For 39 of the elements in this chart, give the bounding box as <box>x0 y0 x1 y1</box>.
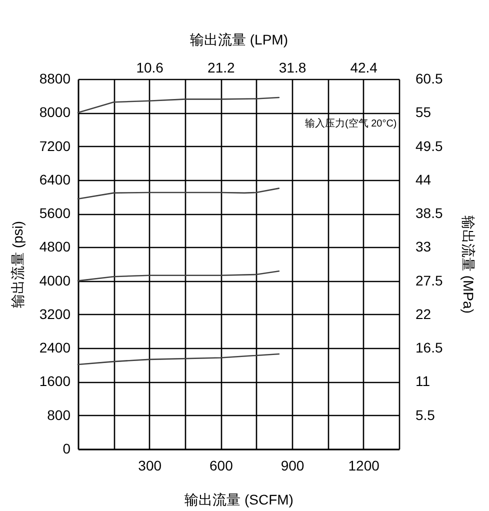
y-tick-label: 8000 <box>39 104 71 120</box>
y-tick-label: 6400 <box>39 171 71 188</box>
x2-tick-label: 31.8 <box>278 60 306 76</box>
x2-tick-label: 21.2 <box>208 60 236 76</box>
x2-tick-label: 10.6 <box>136 60 164 76</box>
y-tick-label: 5600 <box>39 205 71 222</box>
y-tick-label: 800 <box>47 406 71 423</box>
line-series <box>77 353 280 366</box>
y2-tick-label: 49.5 <box>416 138 443 154</box>
x-tick-label: 1200 <box>348 458 380 474</box>
x-tick-label: 300 <box>138 458 162 474</box>
y2-tick-label: 5.5 <box>416 406 436 423</box>
y-tick-label: 4000 <box>39 272 71 288</box>
y2-tick-label: 33 <box>416 238 432 255</box>
y2-tick-label: 11 <box>416 373 430 390</box>
y-tick-label: 7200 <box>39 138 71 154</box>
y2-tick-label: 16.5 <box>416 340 443 356</box>
y2-axis-title: 输出流量 (MPa) <box>460 216 477 314</box>
line-series <box>77 188 280 200</box>
y-tick-label: 2400 <box>39 340 71 356</box>
y2-tick-label: 60.5 <box>416 70 443 86</box>
x2-axis-title: 输出流量 (LPM) <box>190 32 288 48</box>
y2-tick-label: 22 <box>416 306 432 322</box>
line-series <box>77 96 280 114</box>
y2-tick-label: 44 <box>416 171 432 188</box>
y2-tick-label: 27.5 <box>416 272 443 288</box>
x2-tick-label: 42.4 <box>350 60 378 76</box>
y2-tick-label: 38.5 <box>416 205 443 222</box>
y-tick-label: 1600 <box>39 373 71 390</box>
x-tick-label: 900 <box>280 458 304 474</box>
y2-tick-label: 55 <box>416 104 432 120</box>
y-tick-label: 4800 <box>39 238 71 255</box>
line-series <box>77 270 280 282</box>
x-axis-title: 输出流量 (SCFM) <box>184 492 294 508</box>
y-tick-label: 3200 <box>39 306 71 322</box>
y-axis-title: 输出流量 (psi) <box>9 220 26 308</box>
y-tick-label: 0 <box>62 440 71 456</box>
x-tick-label: 600 <box>209 458 234 474</box>
y-tick-label: 8800 <box>39 70 71 86</box>
